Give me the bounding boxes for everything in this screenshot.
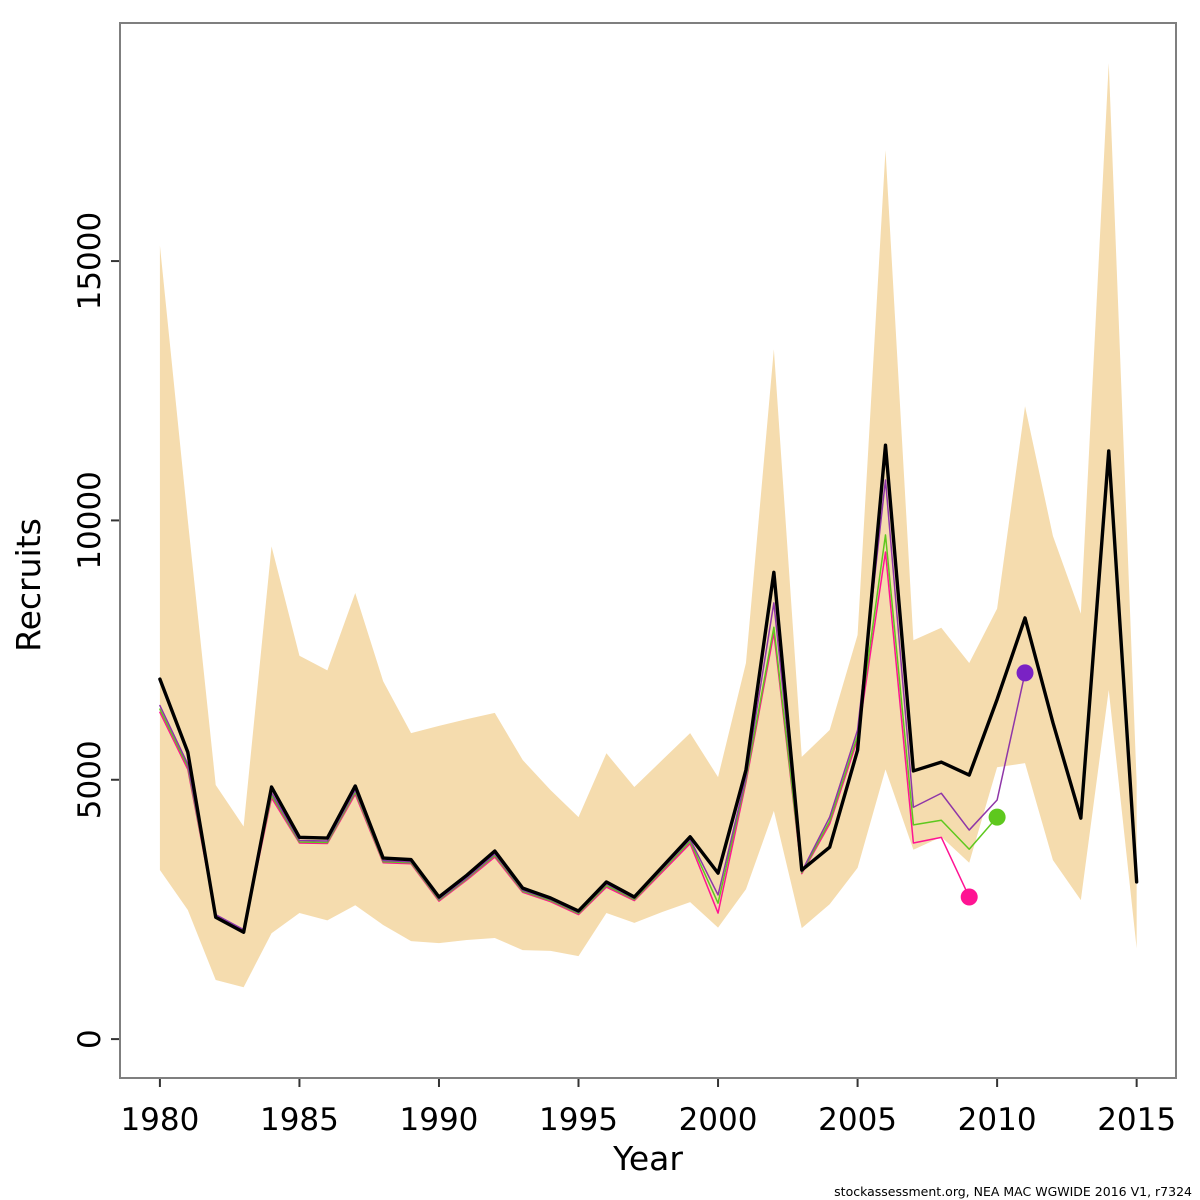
y-axis-title: Recruits — [9, 518, 48, 652]
y-tick-label: 0 — [72, 1029, 108, 1049]
x-tick-label: 2005 — [818, 1102, 897, 1138]
x-tick-label: 1980 — [120, 1102, 199, 1138]
recruits-current-line — [158, 443, 1139, 934]
x-tick-label: 2000 — [679, 1102, 758, 1138]
retro-2011-endpoint-dot — [1016, 664, 1034, 682]
x-tick-label: 2010 — [958, 1102, 1037, 1138]
y-tick-label: 15000 — [72, 212, 108, 311]
plot-frame — [119, 22, 1177, 1079]
confidence-band — [159, 62, 1137, 988]
x-tick-label: 1985 — [260, 1102, 339, 1138]
x-tick-label: 1995 — [539, 1102, 618, 1138]
attribution-text: stockassessment.org, NEA MAC WGWIDE 2016… — [834, 1184, 1192, 1199]
chart-dynamic-layer: 1980 1985 1990 1995 2000 2005 2010 2015 0 5000 100… — [72, 22, 1177, 1138]
chart-labels: Year Recruits stockassessment.org, NEA M… — [9, 518, 1192, 1199]
x-tick-label: 1990 — [400, 1102, 479, 1138]
y-tick-label: 5000 — [72, 740, 108, 819]
retro-2010-endpoint-dot — [988, 808, 1006, 826]
x-axis-title: Year — [612, 1139, 683, 1178]
x-tick-label: 2015 — [1097, 1102, 1176, 1138]
retro-2009-endpoint-dot — [960, 888, 978, 906]
y-tick-label: 10000 — [72, 471, 108, 570]
